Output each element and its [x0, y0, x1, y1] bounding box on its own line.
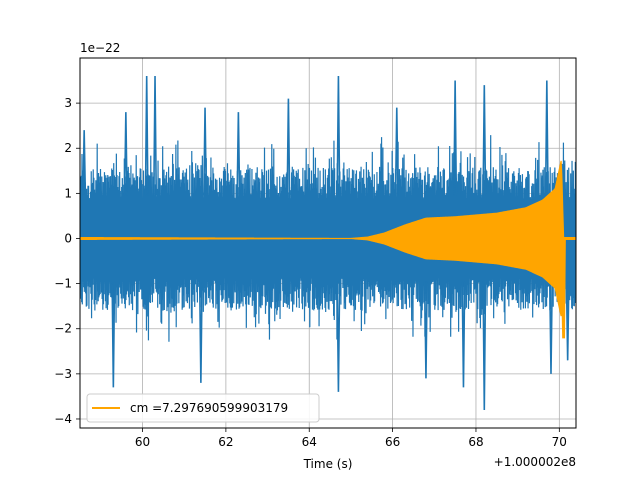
y-tick-label: −2 [54, 322, 72, 336]
chirp-envelope [80, 160, 576, 339]
y-scale-label: 1e−22 [80, 41, 120, 55]
y-tick-label: 1 [64, 186, 72, 200]
strain-spike [423, 281, 428, 379]
legend-entry-template: cm =7.297690599903179 [130, 401, 288, 415]
strain-spike [453, 80, 458, 196]
strain-spike [482, 281, 487, 410]
y-tick-label: 0 [64, 231, 72, 245]
legend: cm =7.297690599903179 [86, 393, 320, 423]
strain-spike [111, 281, 116, 388]
strain-spike [203, 107, 208, 196]
x-tick-label: 66 [385, 435, 400, 449]
y-tick-label: −4 [54, 412, 72, 426]
strain-spike [286, 98, 291, 196]
x-axis-label: Time (s) [303, 457, 353, 471]
plot-area [80, 76, 576, 410]
strain-spike [482, 85, 487, 196]
y-tick-label: −1 [54, 277, 72, 291]
legend-box [86, 393, 320, 423]
strain-line [80, 135, 576, 342]
x-tick-label: 70 [552, 435, 567, 449]
x-tick-label: 60 [135, 435, 150, 449]
strain-spike [198, 281, 203, 383]
strain-spike [144, 76, 149, 196]
strain-spike [82, 130, 87, 196]
y-axis-ticks: −4 −3 −2 −1 0 1 2 3 [54, 96, 80, 426]
strain-spike [565, 281, 570, 361]
strain-spike [336, 281, 341, 392]
strain-spike [123, 112, 128, 196]
strain-spike [336, 76, 341, 196]
series-template-chirp [80, 160, 576, 339]
axes-frame [79, 57, 577, 429]
y-tick-label: −3 [54, 367, 72, 381]
strain-spike [236, 112, 241, 196]
y-tick-label: 3 [64, 96, 72, 110]
x-offset-label: +1.000002e8 [494, 455, 576, 469]
strain-spike [544, 80, 549, 196]
strain-spike [461, 281, 466, 388]
x-tick-label: 62 [218, 435, 233, 449]
strain-spike [153, 76, 158, 196]
x-tick-label: 68 [468, 435, 483, 449]
x-tick-label: 64 [302, 435, 317, 449]
series-strain-data [80, 76, 576, 410]
x-axis-ticks: 60 62 64 66 68 70 [135, 428, 567, 449]
strain-spike [548, 281, 553, 374]
strain-spike [394, 107, 399, 196]
y-tick-label: 2 [64, 141, 72, 155]
